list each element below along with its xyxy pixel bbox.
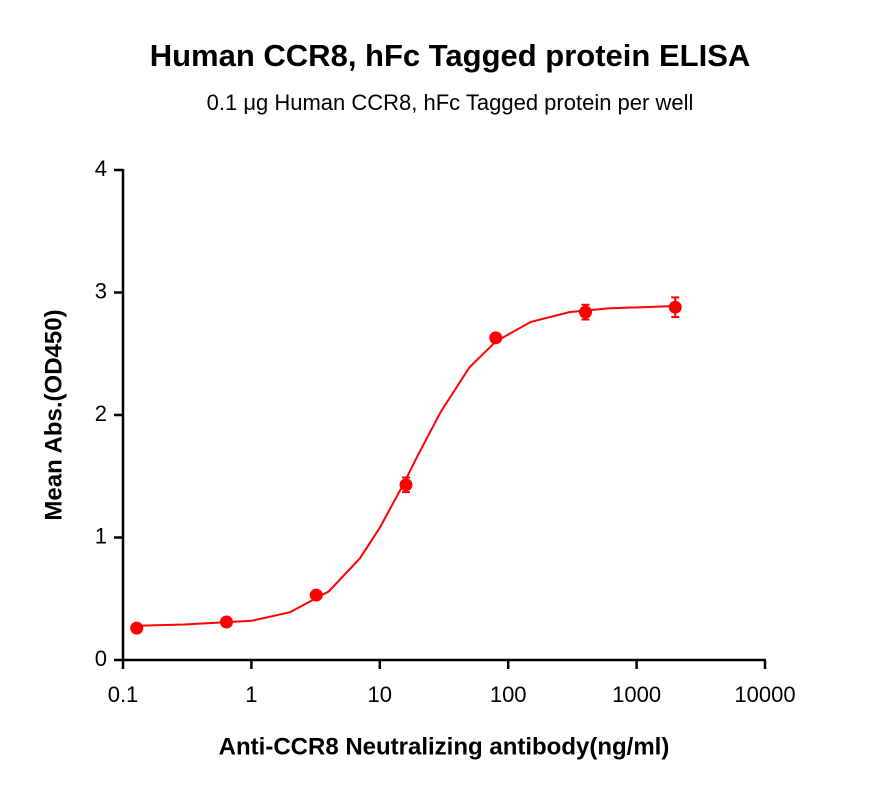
x-axis-label: Anti-CCR8 Neutralizing antibody(ng/ml) [219, 733, 670, 760]
y-axis-label: Mean Abs.(OD450) [40, 309, 67, 520]
data-point [130, 621, 144, 635]
x-tick-label: 10000 [734, 682, 795, 707]
x-tick-label: 0.1 [108, 682, 139, 707]
data-point [489, 331, 503, 345]
data-point [668, 300, 682, 314]
x-tick-label: 1000 [612, 682, 661, 707]
x-tick-label: 10 [368, 682, 392, 707]
y-tick-label: 1 [95, 523, 107, 548]
x-tick-label: 1 [245, 682, 257, 707]
fit-curve [136, 304, 676, 627]
data-point [220, 615, 234, 629]
chart-subtitle: 0.1 μg Human CCR8, hFc Tagged protein pe… [207, 90, 694, 115]
data-point [579, 305, 593, 319]
y-tick-label: 2 [95, 401, 107, 426]
y-tick-label: 4 [95, 156, 107, 181]
data-point [309, 588, 323, 602]
y-tick-label: 0 [95, 646, 107, 671]
x-tick-label: 100 [490, 682, 527, 707]
chart-title: Human CCR8, hFc Tagged protein ELISA [150, 38, 751, 73]
y-tick-label: 3 [95, 278, 107, 303]
data-point [399, 478, 413, 492]
